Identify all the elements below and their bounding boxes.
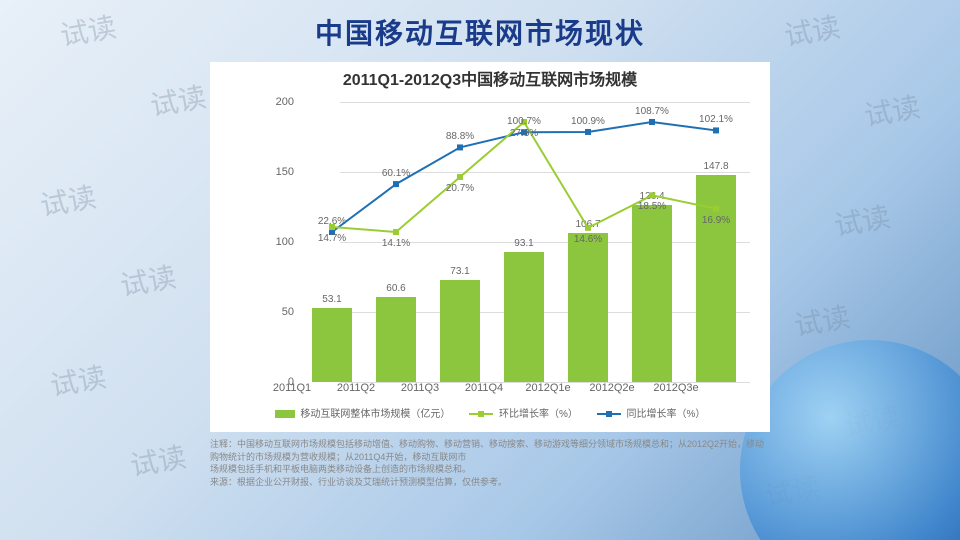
slide-title: 中国移动互联网市场现状 bbox=[0, 12, 960, 52]
watermark: 试读 bbox=[147, 75, 209, 124]
y-axis: 050100150200 bbox=[260, 102, 300, 382]
series-marker bbox=[713, 127, 719, 133]
chart-legend: 移动互联网整体市场规模（亿元） 环比增长率（%） 同比增长率（%） bbox=[210, 405, 770, 420]
x-tick: 2011Q4 bbox=[454, 382, 514, 394]
footnote-line3: 来源：根据企业公开财报、行业访谈及艾瑞统计预测模型估算，仅供参考。 bbox=[210, 476, 770, 489]
watermark: 试读 bbox=[127, 435, 189, 484]
series-marker bbox=[393, 181, 399, 187]
x-axis: 2011Q1 2011Q2 2011Q3 2011Q4 2012Q1e 2012Q2e 20… bbox=[260, 382, 750, 397]
series-marker bbox=[649, 192, 655, 198]
watermark: 试读 bbox=[831, 195, 893, 244]
series-value-label: 88.8% bbox=[435, 131, 485, 142]
legend-item-bar: 移动互联网整体市场规模（亿元） bbox=[275, 405, 451, 420]
series-value-label: 14.1% bbox=[371, 238, 421, 249]
x-tick: 2011Q1 bbox=[262, 382, 322, 394]
lines-layer bbox=[300, 102, 750, 382]
legend-label-qoq: 环比增长率（%） bbox=[499, 409, 578, 420]
x-tick: 2012Q2e bbox=[582, 382, 642, 394]
watermark: 试读 bbox=[791, 295, 853, 344]
series-marker bbox=[585, 129, 591, 135]
series-value-label: 100.9% bbox=[563, 116, 613, 127]
series-value-label: 27.3% bbox=[499, 128, 549, 139]
legend-item-qoq: 环比增长率（%） bbox=[469, 405, 578, 420]
legend-label-yoy: 同比增长率（%） bbox=[626, 409, 705, 420]
series-value-label: 14.6% bbox=[563, 234, 613, 245]
watermark: 试读 bbox=[117, 255, 179, 304]
series-marker bbox=[393, 229, 399, 235]
legend-swatch-bar bbox=[275, 410, 295, 418]
slide-root: 试读 试读 试读 试读 试读 试读 试读 试读 试读 试读 试读 试读 中国移动… bbox=[0, 0, 960, 540]
x-tick: 2012Q3e bbox=[646, 382, 706, 394]
series-value-label: 14.7% bbox=[307, 233, 357, 244]
footnote-line2: 场规模包括手机和平板电脑两类移动设备上创造的市场规模总和。 bbox=[210, 463, 770, 476]
series-value-label: 60.1% bbox=[371, 168, 421, 179]
series-value-label: 100.7% bbox=[499, 116, 549, 127]
y-tick: 150 bbox=[276, 166, 294, 178]
legend-swatch-qoq bbox=[469, 409, 493, 419]
legend-item-yoy: 同比增长率（%） bbox=[597, 405, 706, 420]
y-tick: 200 bbox=[276, 96, 294, 108]
chart-container: 2011Q1-2012Q3中国移动互联网市场规模 050100150200 53… bbox=[210, 62, 770, 432]
series-marker bbox=[585, 225, 591, 231]
footnote-line1: 注释：中国移动互联网市场规模包括移动增值、移动购物、移动营销、移动搜索、移动游戏… bbox=[210, 438, 770, 463]
series-marker bbox=[457, 144, 463, 150]
watermark: 试读 bbox=[861, 85, 923, 134]
watermark: 试读 bbox=[37, 175, 99, 224]
series-value-label: 16.9% bbox=[691, 215, 741, 226]
y-tick: 50 bbox=[282, 306, 294, 318]
legend-swatch-yoy bbox=[597, 409, 621, 419]
globe-decoration bbox=[740, 340, 960, 540]
legend-label-bar: 移动互联网整体市场规模（亿元） bbox=[300, 409, 450, 420]
chart-plot: 050100150200 53.160.673.193.1106.7126.41… bbox=[260, 102, 750, 382]
series-value-label: 102.1% bbox=[691, 114, 741, 125]
series-value-label: 22.6% bbox=[307, 216, 357, 227]
x-tick: 2011Q3 bbox=[390, 382, 450, 394]
x-tick: 2011Q2 bbox=[326, 382, 386, 394]
chart-footnote: 注释：中国移动互联网市场规模包括移动增值、移动购物、移动营销、移动搜索、移动游戏… bbox=[210, 438, 770, 488]
watermark: 试读 bbox=[47, 355, 109, 404]
series-marker bbox=[649, 119, 655, 125]
y-tick: 100 bbox=[276, 236, 294, 248]
chart-title: 2011Q1-2012Q3中国移动互联网市场规模 bbox=[210, 66, 770, 90]
series-value-label: 108.7% bbox=[627, 106, 677, 117]
series-marker bbox=[713, 206, 719, 212]
series-value-label: 18.5% bbox=[627, 201, 677, 212]
series-marker bbox=[457, 174, 463, 180]
series-value-label: 20.7% bbox=[435, 183, 485, 194]
x-tick: 2012Q1e bbox=[518, 382, 578, 394]
